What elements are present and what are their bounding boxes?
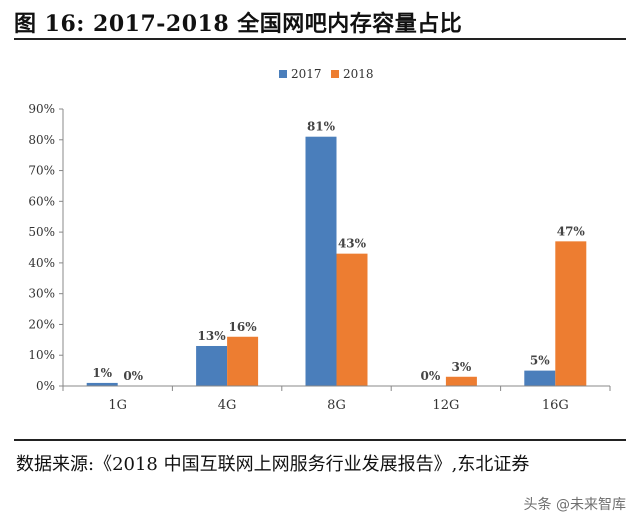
bar-2017-8G — [305, 136, 337, 386]
bar-chart: 2017 2018 0% 10% 20% 30% 40% 50% 60% 70% 80% 90% 1… — [28, 67, 611, 413]
x-tick-label: 1G — [108, 398, 127, 413]
bar-2017-16G — [524, 370, 556, 386]
y-tick-label: 20% — [28, 317, 55, 331]
legend-label-2018: 2018 — [343, 67, 374, 81]
y-axis: 0% 10% 20% 30% 40% 50% 60% 70% 80% 90% — [28, 102, 64, 393]
figure-title: 图 16: 2017-2018 全国网吧内存容量占比 — [14, 11, 463, 37]
bar-2017-4G — [196, 345, 228, 386]
y-tick-label: 90% — [28, 102, 55, 116]
data-label-2018-1G: 0% — [123, 369, 143, 383]
data-label-2018-8G: 43% — [338, 237, 367, 251]
legend-swatch-2018 — [331, 70, 339, 78]
y-tick-label: 30% — [28, 287, 55, 301]
data-label-2018-16G: 47% — [557, 224, 586, 238]
y-tick-label: 0% — [36, 379, 55, 393]
data-label-2017-16G: 5% — [530, 354, 550, 368]
y-tick-label: 60% — [28, 194, 55, 208]
y-tick-label: 80% — [28, 133, 55, 147]
legend-swatch-2017 — [279, 70, 287, 78]
source-note: 数据来源:《2018 中国互联网上网服务行业发展报告》,东北证券 — [16, 454, 530, 475]
top-rule — [14, 38, 626, 40]
y-tick-label: 10% — [28, 348, 55, 362]
x-tick-label: 12G — [432, 398, 459, 413]
data-label-2017-8G: 81% — [307, 120, 336, 134]
data-label-2017-4G: 13% — [198, 329, 227, 343]
x-tick-label: 16G — [542, 398, 569, 413]
y-tick-label: 50% — [28, 225, 55, 239]
bars: 1% 0% 13%16% 81% 43% 0% 3% 5% 47% — [86, 120, 587, 386]
bar-2018-8G — [336, 253, 368, 386]
bottom-rule — [14, 439, 626, 441]
data-label-2018-4G: 16% — [229, 320, 258, 334]
bar-2018-16G — [555, 241, 587, 386]
bar-2018-12G — [445, 376, 477, 386]
data-label-2017-1G: 1% — [92, 366, 112, 380]
legend: 2017 2018 — [279, 67, 374, 81]
data-label-2018-12G: 3% — [452, 360, 472, 374]
bar-2017-1G — [86, 382, 118, 386]
x-tick-label: 8G — [327, 398, 346, 413]
bar-2018-4G — [227, 336, 259, 386]
x-axis: 1G 4G 8G 12G 16G — [62, 385, 611, 413]
data-label-2017-12G: 0% — [421, 369, 441, 383]
y-tick-label: 70% — [28, 164, 55, 178]
x-tick-label: 4G — [218, 398, 237, 413]
legend-label-2017: 2017 — [291, 67, 322, 81]
y-tick-label: 40% — [28, 256, 55, 270]
watermark: 头条 @未来智库 — [523, 497, 626, 513]
